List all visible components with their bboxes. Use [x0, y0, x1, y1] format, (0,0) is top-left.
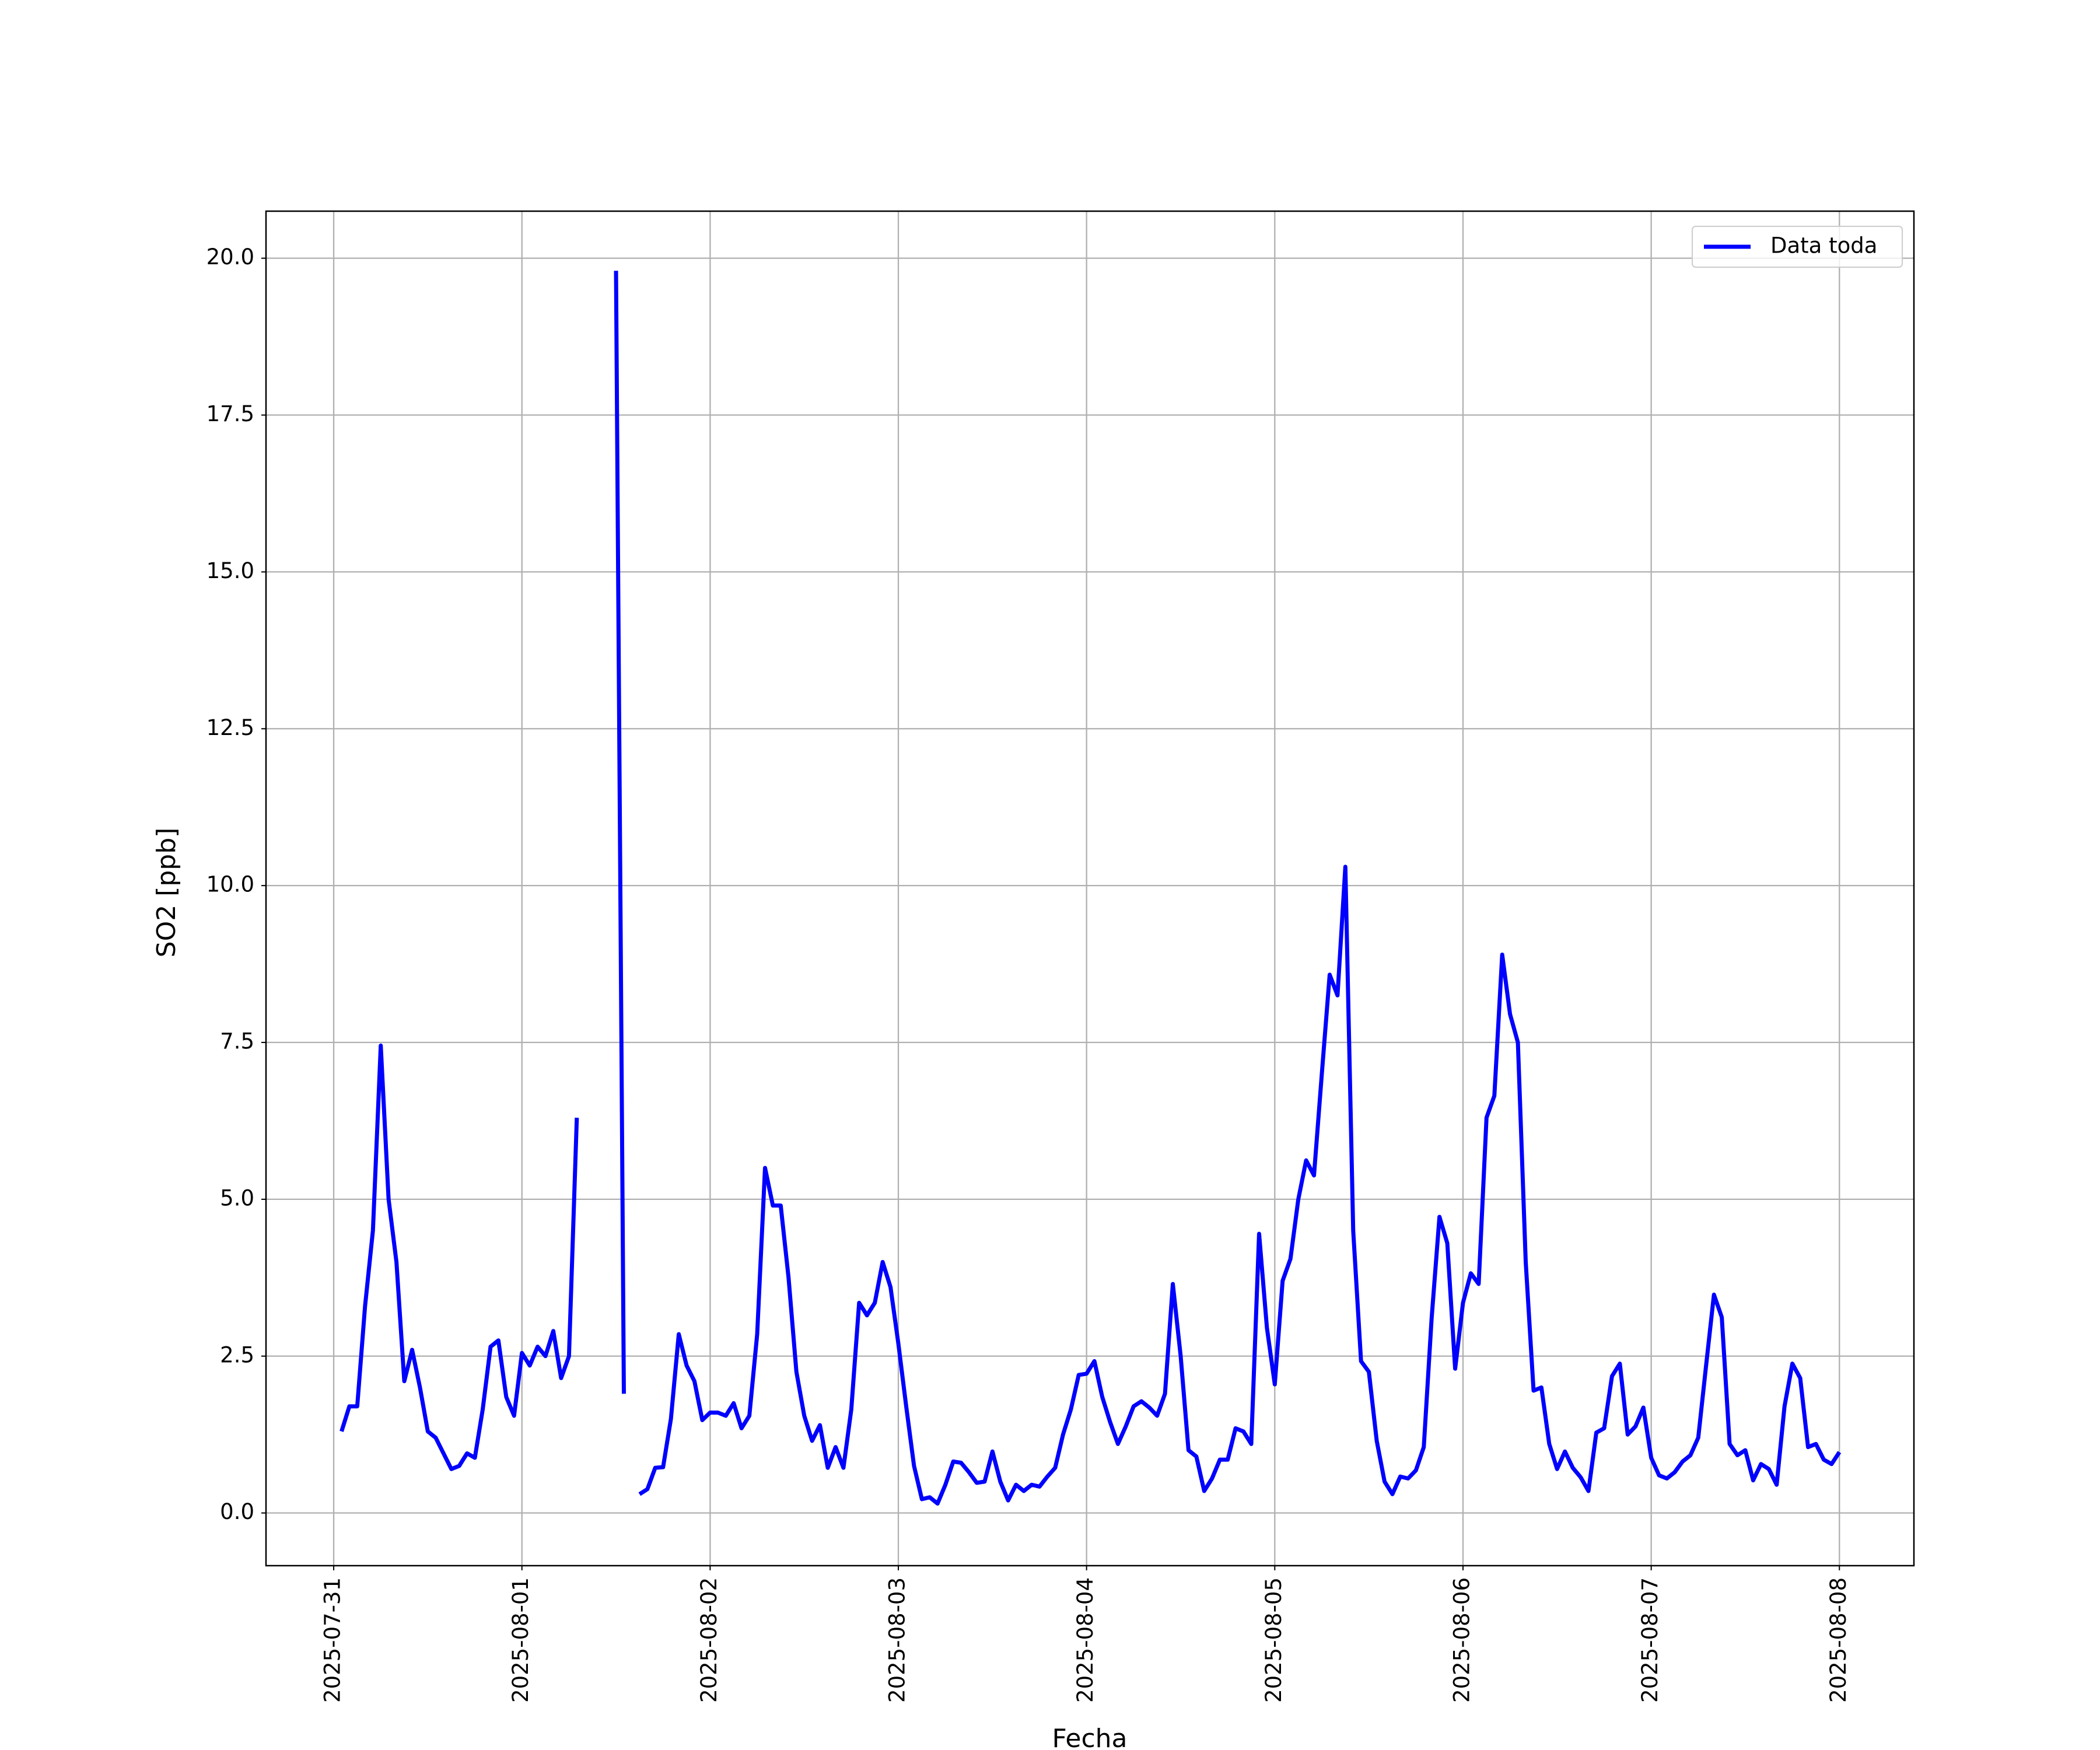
x-tick-label: 2025-08-01 [508, 1577, 533, 1703]
legend-box [1692, 226, 1903, 268]
plot-frame [265, 210, 1915, 1567]
legend-label: Data toda [1770, 233, 1877, 258]
y-tick-label: 2.5 [220, 1342, 254, 1367]
x-tick-label: 2025-08-08 [1826, 1577, 1851, 1703]
y-tick-label: 20.0 [206, 244, 254, 270]
x-tick-label: 2025-08-03 [885, 1577, 910, 1703]
y-tick-label: 12.5 [206, 715, 254, 740]
y-tick-label: 5.0 [220, 1185, 254, 1210]
y-tick-label: 0.0 [220, 1499, 254, 1524]
y-axis-label: SO2 [ppb] [152, 828, 181, 958]
y-tick-label: 17.5 [206, 401, 254, 426]
x-tick-label: 2025-08-02 [696, 1577, 722, 1703]
y-tick-label: 15.0 [206, 558, 254, 583]
x-tick-label: 2025-07-31 [320, 1577, 345, 1703]
x-tick-label: 2025-08-07 [1637, 1577, 1662, 1703]
y-tick-label: 7.5 [220, 1029, 254, 1054]
x-tick-label: 2025-08-05 [1261, 1577, 1286, 1703]
x-tick-label: 2025-08-06 [1449, 1577, 1474, 1703]
x-tick-label: 2025-08-04 [1073, 1577, 1098, 1703]
legend: Data toda [1692, 226, 1903, 268]
x-axis-label: Fecha [1052, 1724, 1127, 1750]
y-tick-label: 10.0 [206, 872, 254, 897]
data-line [340, 271, 1842, 1506]
